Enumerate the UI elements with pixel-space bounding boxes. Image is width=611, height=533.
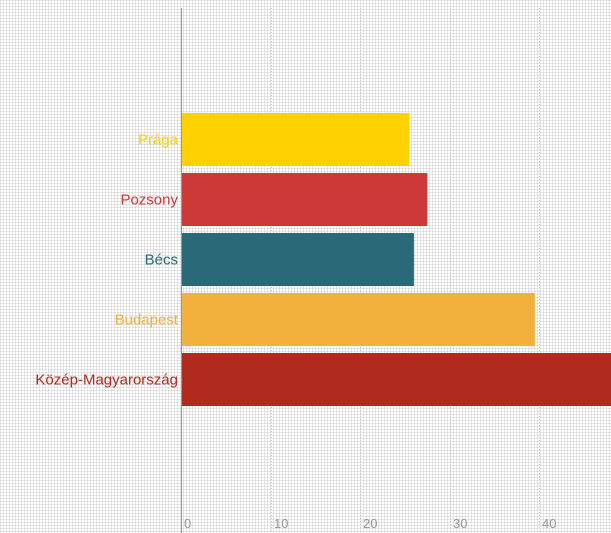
- category-label: Közép-Magyarország: [35, 372, 178, 389]
- bar-2: [181, 173, 428, 226]
- category-label: Bécs: [145, 252, 178, 269]
- bar-1: [181, 113, 410, 166]
- bars: [181, 113, 611, 406]
- bar-4: [181, 293, 535, 346]
- x-tick-label: 30: [453, 516, 467, 531]
- x-tick-label: 40: [542, 516, 556, 531]
- x-tick-label: 10: [274, 516, 288, 531]
- category-label: Prága: [138, 132, 179, 149]
- category-label: Pozsony: [120, 192, 178, 209]
- gridlines: [271, 8, 540, 533]
- x-tick-label: 20: [363, 516, 377, 531]
- x-tick-labels: 0 10 20 30 40: [184, 516, 556, 531]
- category-labels: Prága Pozsony Bécs Budapest Közép-Magyarorsz…: [35, 132, 178, 389]
- x-tick-label: 0: [184, 516, 191, 531]
- bar-5: [181, 353, 611, 406]
- bar-3: [181, 233, 414, 286]
- category-label: Budapest: [115, 312, 179, 329]
